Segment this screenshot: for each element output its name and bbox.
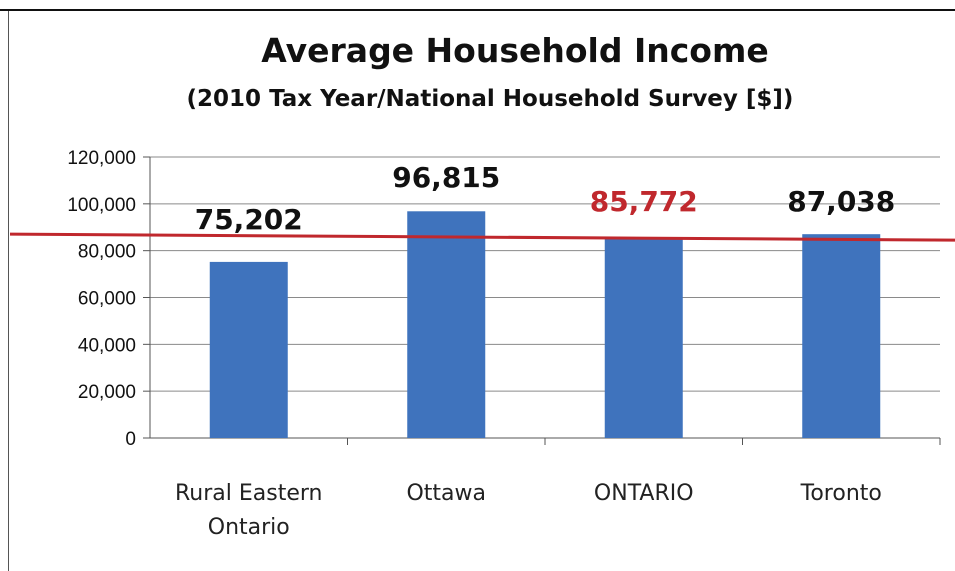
y-tick-label: 120,000 xyxy=(67,148,136,169)
x-category-label: ONTARIO xyxy=(594,481,694,506)
y-tick-label: 100,000 xyxy=(67,195,136,216)
x-category-label: Toronto xyxy=(800,481,882,506)
y-tick-label: 40,000 xyxy=(78,335,136,356)
bar xyxy=(802,234,881,438)
x-category-label: Rural Eastern Ontario xyxy=(175,481,322,540)
y-axis-ticks: 0 20,000 40,000 60,000 80,000 100,000 120,000 xyxy=(67,148,136,450)
x-category-label-line: Ottawa xyxy=(406,481,486,506)
frame-left-border xyxy=(8,11,9,571)
data-label: 75,202 xyxy=(195,203,303,236)
bar xyxy=(407,211,486,438)
data-label: 87,038 xyxy=(787,185,895,218)
data-label: 85,772 xyxy=(590,185,698,218)
y-tick-label: 0 xyxy=(125,429,136,450)
reference-line-group xyxy=(9,232,955,242)
data-labels: 75,202 96,815 85,772 87,038 xyxy=(195,161,896,236)
bar xyxy=(209,261,288,438)
y-tick-label: 80,000 xyxy=(78,242,136,263)
frame-top-border xyxy=(0,9,955,11)
data-label: 96,815 xyxy=(392,161,500,194)
x-category-label-line: Toronto xyxy=(800,481,882,506)
x-category-label-line: Rural Eastern xyxy=(175,481,322,506)
x-category-label-line: Ontario xyxy=(208,515,290,540)
chart-subtitle: (2010 Tax Year/National Household Survey… xyxy=(187,86,794,112)
chart-title: Average Household Income xyxy=(261,31,768,70)
x-axis-categories: Rural Eastern Ontario Ottawa ONTARIO Toronto xyxy=(175,481,882,540)
bar xyxy=(604,237,683,438)
y-tick-label: 20,000 xyxy=(78,382,136,403)
reference-line xyxy=(9,232,955,242)
y-tick-label: 60,000 xyxy=(78,289,136,310)
x-category-label: Ottawa xyxy=(406,481,486,506)
x-category-label-line: ONTARIO xyxy=(594,481,694,506)
bars xyxy=(209,211,881,438)
